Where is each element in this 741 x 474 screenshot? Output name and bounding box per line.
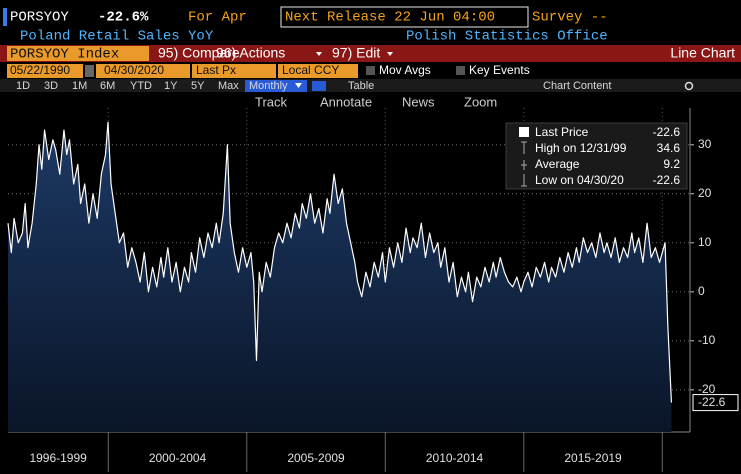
toggle-mov-avgs[interactable]: Mov Avgs (379, 63, 431, 77)
ticker: PORSYOY (10, 10, 69, 26)
legend-swatch (519, 127, 529, 137)
change: -22.6% (98, 10, 149, 26)
plot: -20 -10 0 10 20 30 1996-1999 2000-2004 2005-2009… (7, 108, 739, 472)
table[interactable]: Table (348, 80, 374, 92)
security-field[interactable] (7, 46, 149, 61)
frequency-select[interactable] (245, 80, 307, 92)
release-box (280, 6, 529, 28)
y-tick-label: 30 (698, 137, 712, 151)
next-release: Next Release 22 Jun 04:00 (285, 10, 495, 26)
range-bar (0, 79, 741, 92)
tool-zoom[interactable]: Zoom (464, 94, 497, 109)
stat-label: Low on 04/30/20 (535, 173, 624, 187)
menu-compare[interactable]: 95) Compare (158, 45, 240, 61)
legend-value: -22.6 (653, 125, 681, 139)
menu-edit[interactable]: 97) Edit (332, 45, 380, 61)
field[interactable]: Last Px (196, 63, 236, 77)
chart-icon[interactable] (312, 81, 326, 91)
last-value-label: -22.6 (698, 395, 726, 409)
field-select[interactable] (192, 64, 276, 78)
y-tick-label: -10 (698, 333, 716, 347)
checkbox[interactable] (366, 66, 375, 75)
date-field[interactable] (7, 64, 83, 78)
y-tick-label: 0 (698, 284, 705, 298)
range[interactable]: 1Y (164, 80, 178, 92)
currency-select[interactable] (278, 64, 358, 78)
start-date[interactable]: 05/22/1990 (10, 63, 70, 77)
legend-name: Last Price (535, 125, 589, 139)
stat-label: Average (535, 157, 580, 171)
stat-label: High on 12/31/99 (535, 141, 627, 155)
tool-news[interactable]: News (402, 94, 435, 109)
description: Poland Retail Sales YoY (20, 29, 214, 45)
x-period-label: 1996-1999 (29, 451, 87, 465)
last-value-box (692, 394, 739, 412)
area (8, 122, 672, 433)
dropdown-icon (295, 83, 302, 88)
date-field[interactable] (96, 64, 190, 78)
end-date[interactable]: 04/30/2020 (104, 63, 164, 77)
legend-box (505, 122, 688, 190)
dropdown-icon (316, 52, 322, 56)
range[interactable]: 5Y (191, 80, 205, 92)
x-period-label: 2010-2014 (426, 451, 484, 465)
stat-value: -22.6 (653, 173, 681, 187)
x-period-label: 2000-2004 (149, 451, 207, 465)
y-tick-label: 20 (698, 186, 712, 200)
menu-actions[interactable]: 96) Actions (216, 45, 285, 61)
currency[interactable]: Local CCY (282, 63, 339, 77)
x-period-label: 2015-2019 (564, 451, 622, 465)
security[interactable]: PORSYOY Index (10, 47, 119, 63)
ticker-marker (3, 8, 7, 26)
menu-bar (0, 45, 741, 62)
calendar-icon[interactable] (85, 65, 94, 77)
range[interactable]: 6M (100, 80, 115, 92)
y-tick-label: -20 (698, 382, 716, 396)
chart-type: Line Chart (670, 45, 735, 61)
frequency[interactable]: Monthly (249, 80, 288, 92)
legend-icon (521, 160, 527, 170)
settings-icon[interactable] (684, 81, 694, 91)
checkbox[interactable] (456, 66, 465, 75)
period: For Apr (188, 10, 247, 26)
source: Polish Statistics Office (406, 29, 608, 45)
range[interactable]: 3D (44, 80, 58, 92)
legend-icon (521, 141, 527, 154)
stat-value: 9.2 (663, 157, 680, 171)
range[interactable]: YTD (130, 80, 152, 92)
legend-icon (521, 174, 527, 187)
line (7, 121, 673, 403)
range[interactable]: Max (218, 80, 239, 92)
tool-track[interactable]: Track (255, 94, 288, 109)
tool-annotate[interactable]: Annotate (320, 94, 372, 109)
chart-content[interactable]: Chart Content (543, 80, 611, 92)
y-tick-label: 10 (698, 235, 712, 249)
range[interactable]: 1M (72, 80, 87, 92)
range[interactable]: 1D (16, 80, 30, 92)
toggle-key-events[interactable]: Key Events (469, 63, 530, 77)
dropdown-icon (387, 52, 393, 56)
survey: Survey -- (532, 10, 608, 26)
x-period-label: 2005-2009 (287, 451, 345, 465)
stat-value: 34.6 (657, 141, 681, 155)
